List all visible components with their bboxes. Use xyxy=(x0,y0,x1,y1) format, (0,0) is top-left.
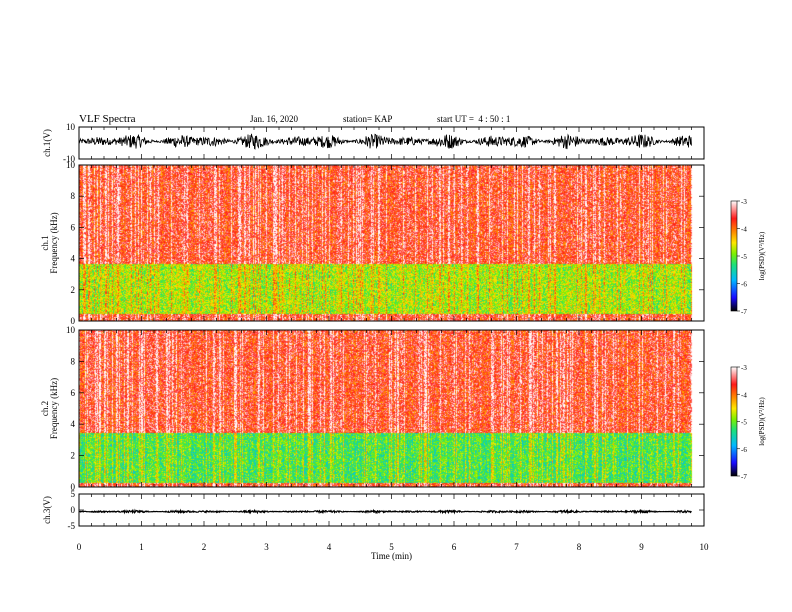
colorbar-tick-label: -3 xyxy=(741,198,747,206)
x-tick-label: 0 xyxy=(77,542,82,552)
y-tick-label: 10 xyxy=(66,122,76,132)
ch3-waveform-trace xyxy=(78,508,692,515)
y-axis-label: Frequency (kHz) xyxy=(49,378,59,439)
y-tick-label: 5 xyxy=(71,489,76,499)
x-tick-label: 7 xyxy=(514,542,519,552)
start-time-label: start UT = 4 : 50 : 1 xyxy=(437,114,511,124)
y-tick-label: 2 xyxy=(71,451,76,461)
x-tick-label: 1 xyxy=(139,542,144,552)
y-tick-label: 10 xyxy=(66,160,76,170)
y-tick-label: 4 xyxy=(71,419,76,429)
colorbar xyxy=(730,366,738,477)
colorbar-tick-label: -4 xyxy=(741,391,747,399)
x-tick-label: 4 xyxy=(327,542,332,552)
y-axis-label: Frequency (kHz) xyxy=(49,212,59,273)
y-axis-label: ch.2 xyxy=(40,401,50,416)
x-axis-label: Time (min) xyxy=(371,551,412,561)
x-tick-label: 2 xyxy=(202,542,207,552)
y-tick-label: 4 xyxy=(71,254,76,264)
y-tick-label: 2 xyxy=(71,285,76,295)
x-tick-label: 5 xyxy=(389,542,394,552)
y-tick-label: 0 xyxy=(71,505,76,515)
figure-title: VLF Spectra xyxy=(79,113,136,125)
x-tick-label: 9 xyxy=(639,542,644,552)
x-tick-label: 10 xyxy=(700,542,710,552)
colorbar-tick-label: -7 xyxy=(741,308,747,316)
x-tick-label: 8 xyxy=(577,542,582,552)
date-label: Jan. 16, 2020 xyxy=(250,114,298,124)
y-tick-label: 8 xyxy=(71,191,76,201)
y-tick-label: 6 xyxy=(71,388,76,398)
x-tick-label: 3 xyxy=(264,542,269,552)
colorbar xyxy=(730,200,738,312)
ch1-waveform-trace xyxy=(78,133,692,150)
y-axis-label: ch.1(V) xyxy=(42,129,52,157)
y-tick-label: 6 xyxy=(71,222,76,232)
spectrogram-image-ch1 xyxy=(79,165,704,321)
y-tick-label: 8 xyxy=(71,356,76,366)
station-label: station= KAP xyxy=(343,114,393,124)
y-tick-label: -5 xyxy=(68,521,76,531)
colorbar-tick-label: -4 xyxy=(741,226,747,234)
colorbar-tick-label: -3 xyxy=(741,364,747,372)
colorbar-tick-label: -7 xyxy=(741,473,747,481)
y-tick-label: 0 xyxy=(71,316,76,326)
colorbar-tick-label: -5 xyxy=(741,419,747,427)
y-tick-label: 0 xyxy=(71,482,76,492)
y-axis-label: ch.3(V) xyxy=(42,496,52,524)
x-tick-label: 6 xyxy=(452,542,457,552)
y-axis-label: ch.1 xyxy=(40,235,50,250)
colorbar-label: log(PSD)(V²/Hz) xyxy=(758,397,766,446)
colorbar-label: log(PSD)(V²/Hz) xyxy=(758,231,766,280)
y-tick-label: 10 xyxy=(66,325,76,335)
colorbar-tick-label: -6 xyxy=(741,446,747,454)
spectrogram-image-ch2 xyxy=(79,330,704,487)
colorbar-tick-label: -6 xyxy=(741,281,747,289)
y-tick-label: -10 xyxy=(63,154,75,164)
colorbar-tick-label: -5 xyxy=(741,253,747,261)
